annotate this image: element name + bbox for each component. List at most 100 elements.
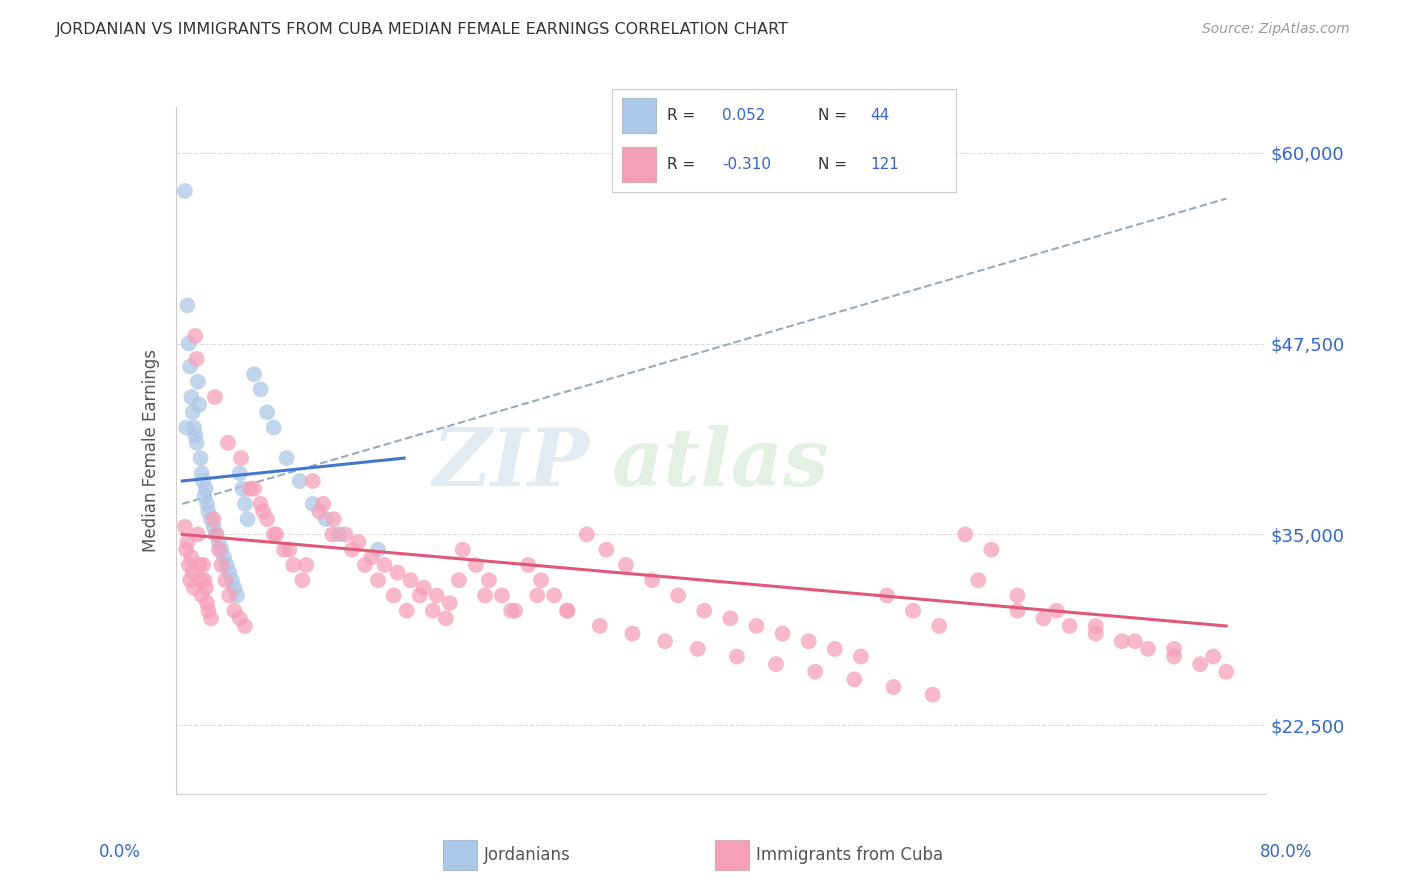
Point [186,351,208,366]
Text: -0.310: -0.310 [721,157,770,171]
Point [530,573,553,587]
Point [666,589,689,603]
Point [193,489,215,503]
Point [264,527,287,541]
Text: 80.0%: 80.0% [1260,843,1313,861]
Point [209,558,232,572]
Point [980,542,1002,557]
Bar [621,98,657,133]
Point [221,573,243,587]
Point [745,619,768,633]
Point [439,596,461,610]
Point [1084,619,1107,633]
Point [186,435,208,450]
Point [589,619,612,633]
Point [191,589,214,603]
Point [180,390,202,404]
Point [882,680,904,694]
Point [409,589,432,603]
Point [212,550,235,565]
Point [955,527,977,541]
Point [202,512,225,526]
Point [208,542,231,557]
Point [197,604,219,618]
Point [328,527,350,541]
Point [354,558,377,572]
Point [217,435,239,450]
Point [1189,657,1212,672]
Point [183,581,205,595]
Point [474,589,496,603]
Point [276,451,298,466]
Point [193,573,215,587]
Point [1045,604,1067,618]
Point [382,589,405,603]
Point [517,558,540,572]
Point [174,420,197,434]
Point [176,298,198,312]
Point [205,527,228,541]
Text: 0.052: 0.052 [721,108,765,123]
Point [200,611,222,625]
Point [188,398,211,412]
Point [301,497,323,511]
Point [278,542,301,557]
Text: Jordanians: Jordanians [484,846,569,863]
Point [231,482,253,496]
Point [291,573,314,587]
Point [526,589,548,603]
Point [181,405,204,419]
Point [1007,589,1029,603]
Point [543,589,565,603]
Point [876,589,898,603]
Point [215,558,238,572]
Point [187,375,209,389]
Point [621,626,644,640]
Point [555,604,578,618]
Point [312,497,335,511]
Point [243,367,266,381]
Point [191,558,214,572]
Point [228,467,250,481]
Text: 121: 121 [870,157,898,171]
Point [693,604,716,618]
Point [252,504,274,518]
Point [180,550,202,565]
Point [184,428,207,442]
Point [308,504,330,518]
Point [188,558,211,572]
Bar [443,839,477,870]
Y-axis label: Median Female Earnings: Median Female Earnings [142,349,160,552]
Point [503,604,526,618]
Point [249,497,271,511]
Point [195,497,218,511]
Point [824,641,846,656]
Point [347,535,370,549]
Text: Source: ZipAtlas.com: Source: ZipAtlas.com [1202,22,1350,37]
Point [718,611,741,625]
Point [256,405,278,419]
Point [183,420,205,434]
Point [654,634,676,648]
Point [204,390,226,404]
Point [395,604,418,618]
Point [555,604,578,618]
Point [177,558,200,572]
Point [322,512,344,526]
Bar [621,146,657,181]
Point [224,581,246,595]
Point [315,512,337,526]
Point [197,504,219,518]
Point [901,604,924,618]
Point [233,619,256,633]
Bar [716,839,749,870]
Point [367,573,389,587]
Point [202,520,225,534]
Point [686,641,709,656]
Point [412,581,434,595]
Point [236,512,259,526]
Point [335,527,357,541]
Point [451,542,474,557]
Point [422,604,444,618]
Point [340,542,363,557]
